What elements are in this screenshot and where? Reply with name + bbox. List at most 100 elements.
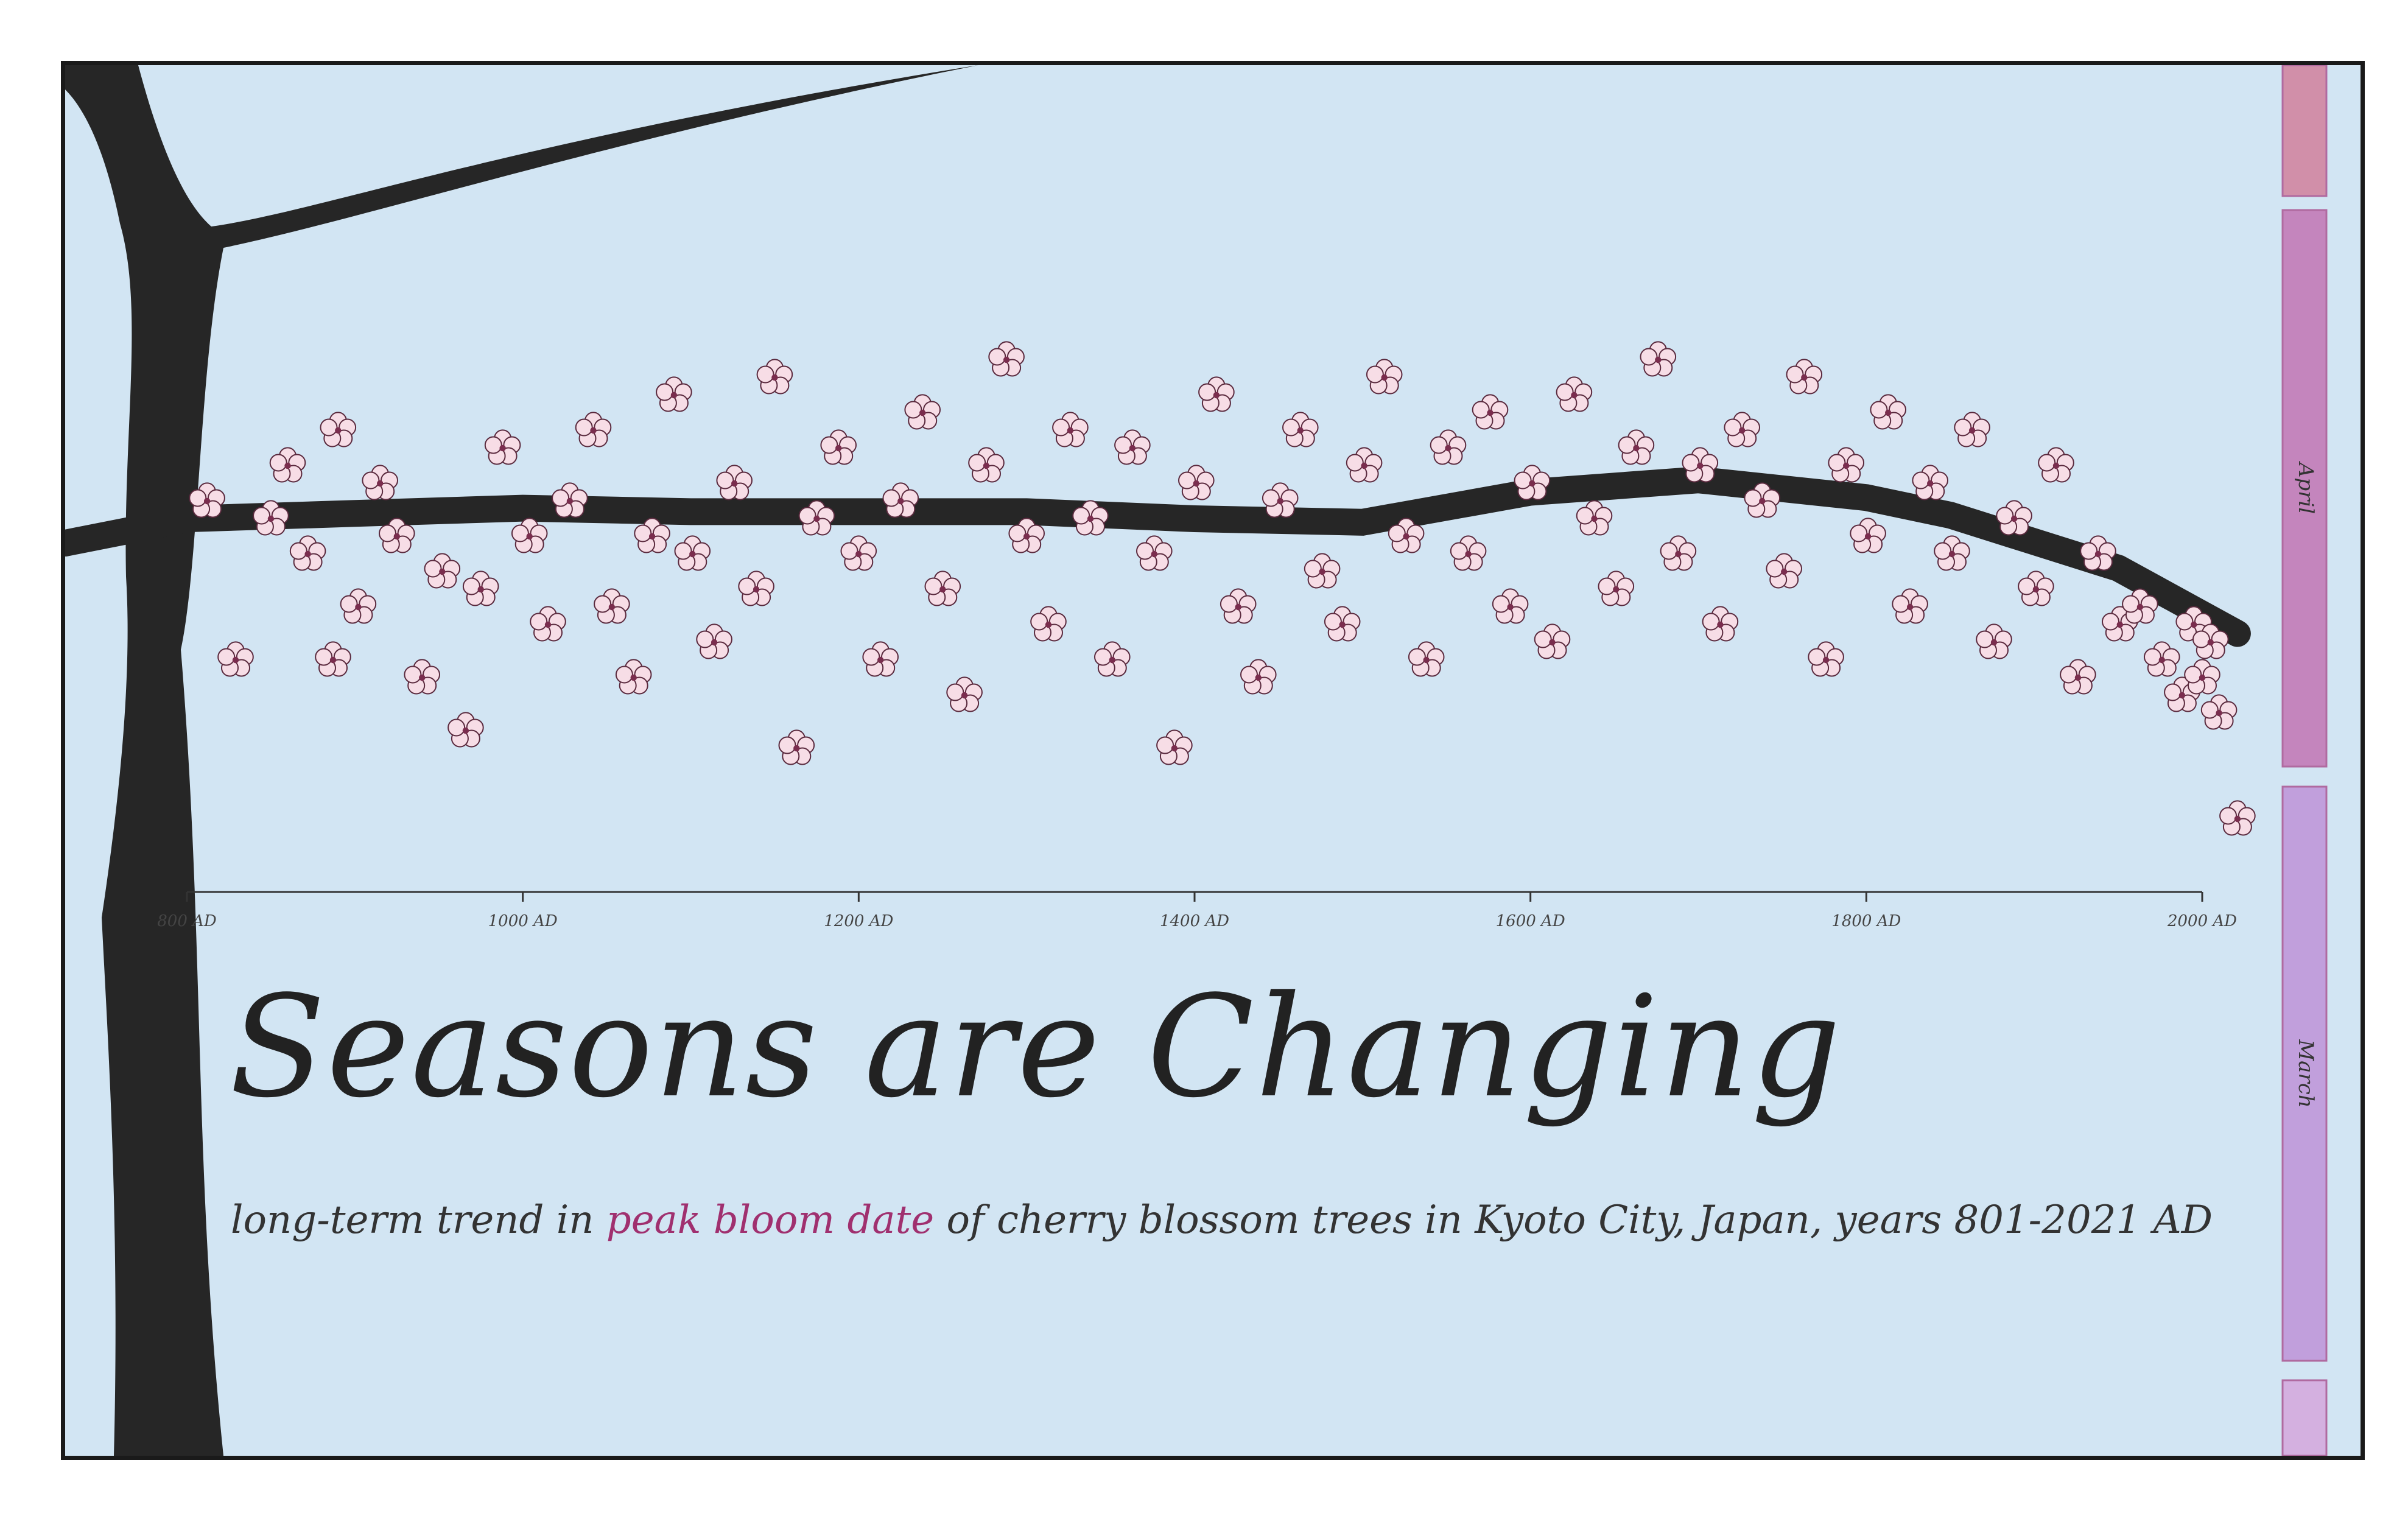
blossom-points — [189, 341, 2256, 836]
blossom-point — [1828, 447, 1864, 483]
blossom-point — [840, 535, 877, 571]
blossom-point — [1850, 518, 1886, 553]
blossom-point — [1156, 729, 1193, 765]
blossom-point — [530, 606, 566, 642]
blossom-point — [738, 570, 774, 606]
blossom-point — [1724, 412, 1760, 448]
x-tick-label: 1000 AD — [488, 912, 558, 930]
blossom-point — [315, 641, 351, 677]
blossom-point — [1240, 659, 1277, 695]
blossom-point — [716, 465, 753, 500]
blossom-point — [404, 659, 441, 695]
blossom-point — [1450, 535, 1487, 571]
tree-branch — [65, 466, 2251, 647]
blossom-point — [1030, 606, 1067, 642]
blossom-point — [756, 359, 793, 395]
blossom-point — [696, 623, 732, 659]
blossom-point — [674, 535, 711, 571]
month-label: March — [2294, 1039, 2318, 1108]
blossom-point — [1430, 429, 1467, 465]
blossom-point — [1262, 482, 1299, 518]
chart-title: Seasons are Changing — [230, 966, 1842, 1129]
blossom-point — [656, 376, 692, 412]
blossom-point — [1198, 376, 1235, 412]
blossom-point — [217, 641, 254, 677]
blossom-point — [1346, 447, 1383, 483]
month-band — [2281, 1379, 2328, 1456]
blossom-point — [2192, 623, 2229, 659]
blossom-point — [1598, 570, 1635, 606]
blossom-point — [594, 588, 630, 624]
blossom-point — [1008, 518, 1045, 553]
blossom-point — [1618, 429, 1655, 465]
blossom-point — [1304, 553, 1341, 589]
blossom-point — [1114, 429, 1151, 465]
blossom-point — [253, 500, 289, 536]
blossom-point — [340, 588, 377, 624]
x-tick-label: 1600 AD — [1496, 912, 1565, 930]
blossom-point — [924, 570, 961, 606]
blossom-point — [1388, 518, 1425, 553]
blossom-point — [2060, 659, 2096, 695]
blossom-point — [1282, 412, 1319, 448]
chart-canvas: April March 800 AD 1000 AD 1200 AD 1400 AD 16… — [65, 65, 2328, 1456]
blossom-point — [862, 641, 899, 677]
blossom-point — [634, 518, 670, 553]
blossom-point — [269, 447, 306, 483]
month-bands: April March — [2281, 65, 2328, 1456]
blossom-point — [1996, 500, 2032, 536]
blossom-point — [1072, 500, 1109, 536]
x-tick-label: 2000 AD — [2167, 912, 2237, 930]
x-tick-label: 1800 AD — [1831, 912, 1901, 930]
blossom-point — [1472, 394, 1509, 430]
blossom-point — [1408, 641, 1445, 677]
blossom-point — [615, 659, 652, 695]
blossom-point — [462, 570, 499, 606]
blossom-point — [2038, 447, 2074, 483]
blossom-point — [798, 500, 835, 536]
blossom-point — [1366, 359, 1403, 395]
blossom-point — [1870, 394, 1906, 430]
blossom-point — [2164, 676, 2200, 712]
blossom-point — [2219, 800, 2256, 836]
blossom-point — [1514, 465, 1551, 500]
blossom-point — [1178, 465, 1215, 500]
subtitle-highlight: peak bloom date — [606, 1198, 935, 1243]
blossom-point — [1220, 588, 1257, 624]
blossom-point — [1534, 623, 1571, 659]
blossom-point — [424, 553, 461, 589]
blossom-point — [2200, 694, 2238, 730]
blossom-point — [2018, 570, 2054, 606]
blossom-point — [820, 429, 857, 465]
blossom-point — [968, 447, 1005, 483]
blossom-point — [1094, 641, 1131, 677]
blossom-point — [1786, 359, 1823, 395]
blossom-point — [289, 535, 326, 571]
subtitle-suffix: of cherry blossom trees in Kyoto City, J… — [934, 1198, 2213, 1243]
tree-trunk — [65, 65, 978, 1456]
blossom-point — [1492, 588, 1529, 624]
blossom-point — [2144, 641, 2180, 677]
blossom-point — [1808, 641, 1844, 677]
blossom-point — [2122, 588, 2158, 624]
blossom-point — [904, 394, 941, 430]
month-band — [2281, 209, 2328, 768]
x-axis: 800 AD 1000 AD 1200 AD 1400 AD 1600 AD 1800 A… — [157, 891, 2237, 930]
month-band — [2281, 65, 2328, 197]
blossom-point — [778, 729, 815, 765]
blossom-point — [1744, 482, 1781, 518]
month-band — [2281, 785, 2328, 1362]
blossom-point — [1660, 535, 1697, 571]
chart-subtitle: long-term trend in peak bloom date of ch… — [231, 1198, 2213, 1243]
blossom-point — [1136, 535, 1173, 571]
blossom-point — [1576, 500, 1613, 536]
month-label: April — [2294, 461, 2318, 514]
x-tick-label: 1400 AD — [1160, 912, 1229, 930]
blossom-point — [362, 465, 399, 500]
subtitle-prefix: long-term trend in — [231, 1198, 606, 1243]
blossom-point — [946, 676, 983, 712]
blossom-point — [1912, 465, 1948, 500]
blossom-point — [1892, 588, 1928, 624]
blossom-point — [2184, 659, 2220, 695]
blossom-point — [484, 429, 521, 465]
